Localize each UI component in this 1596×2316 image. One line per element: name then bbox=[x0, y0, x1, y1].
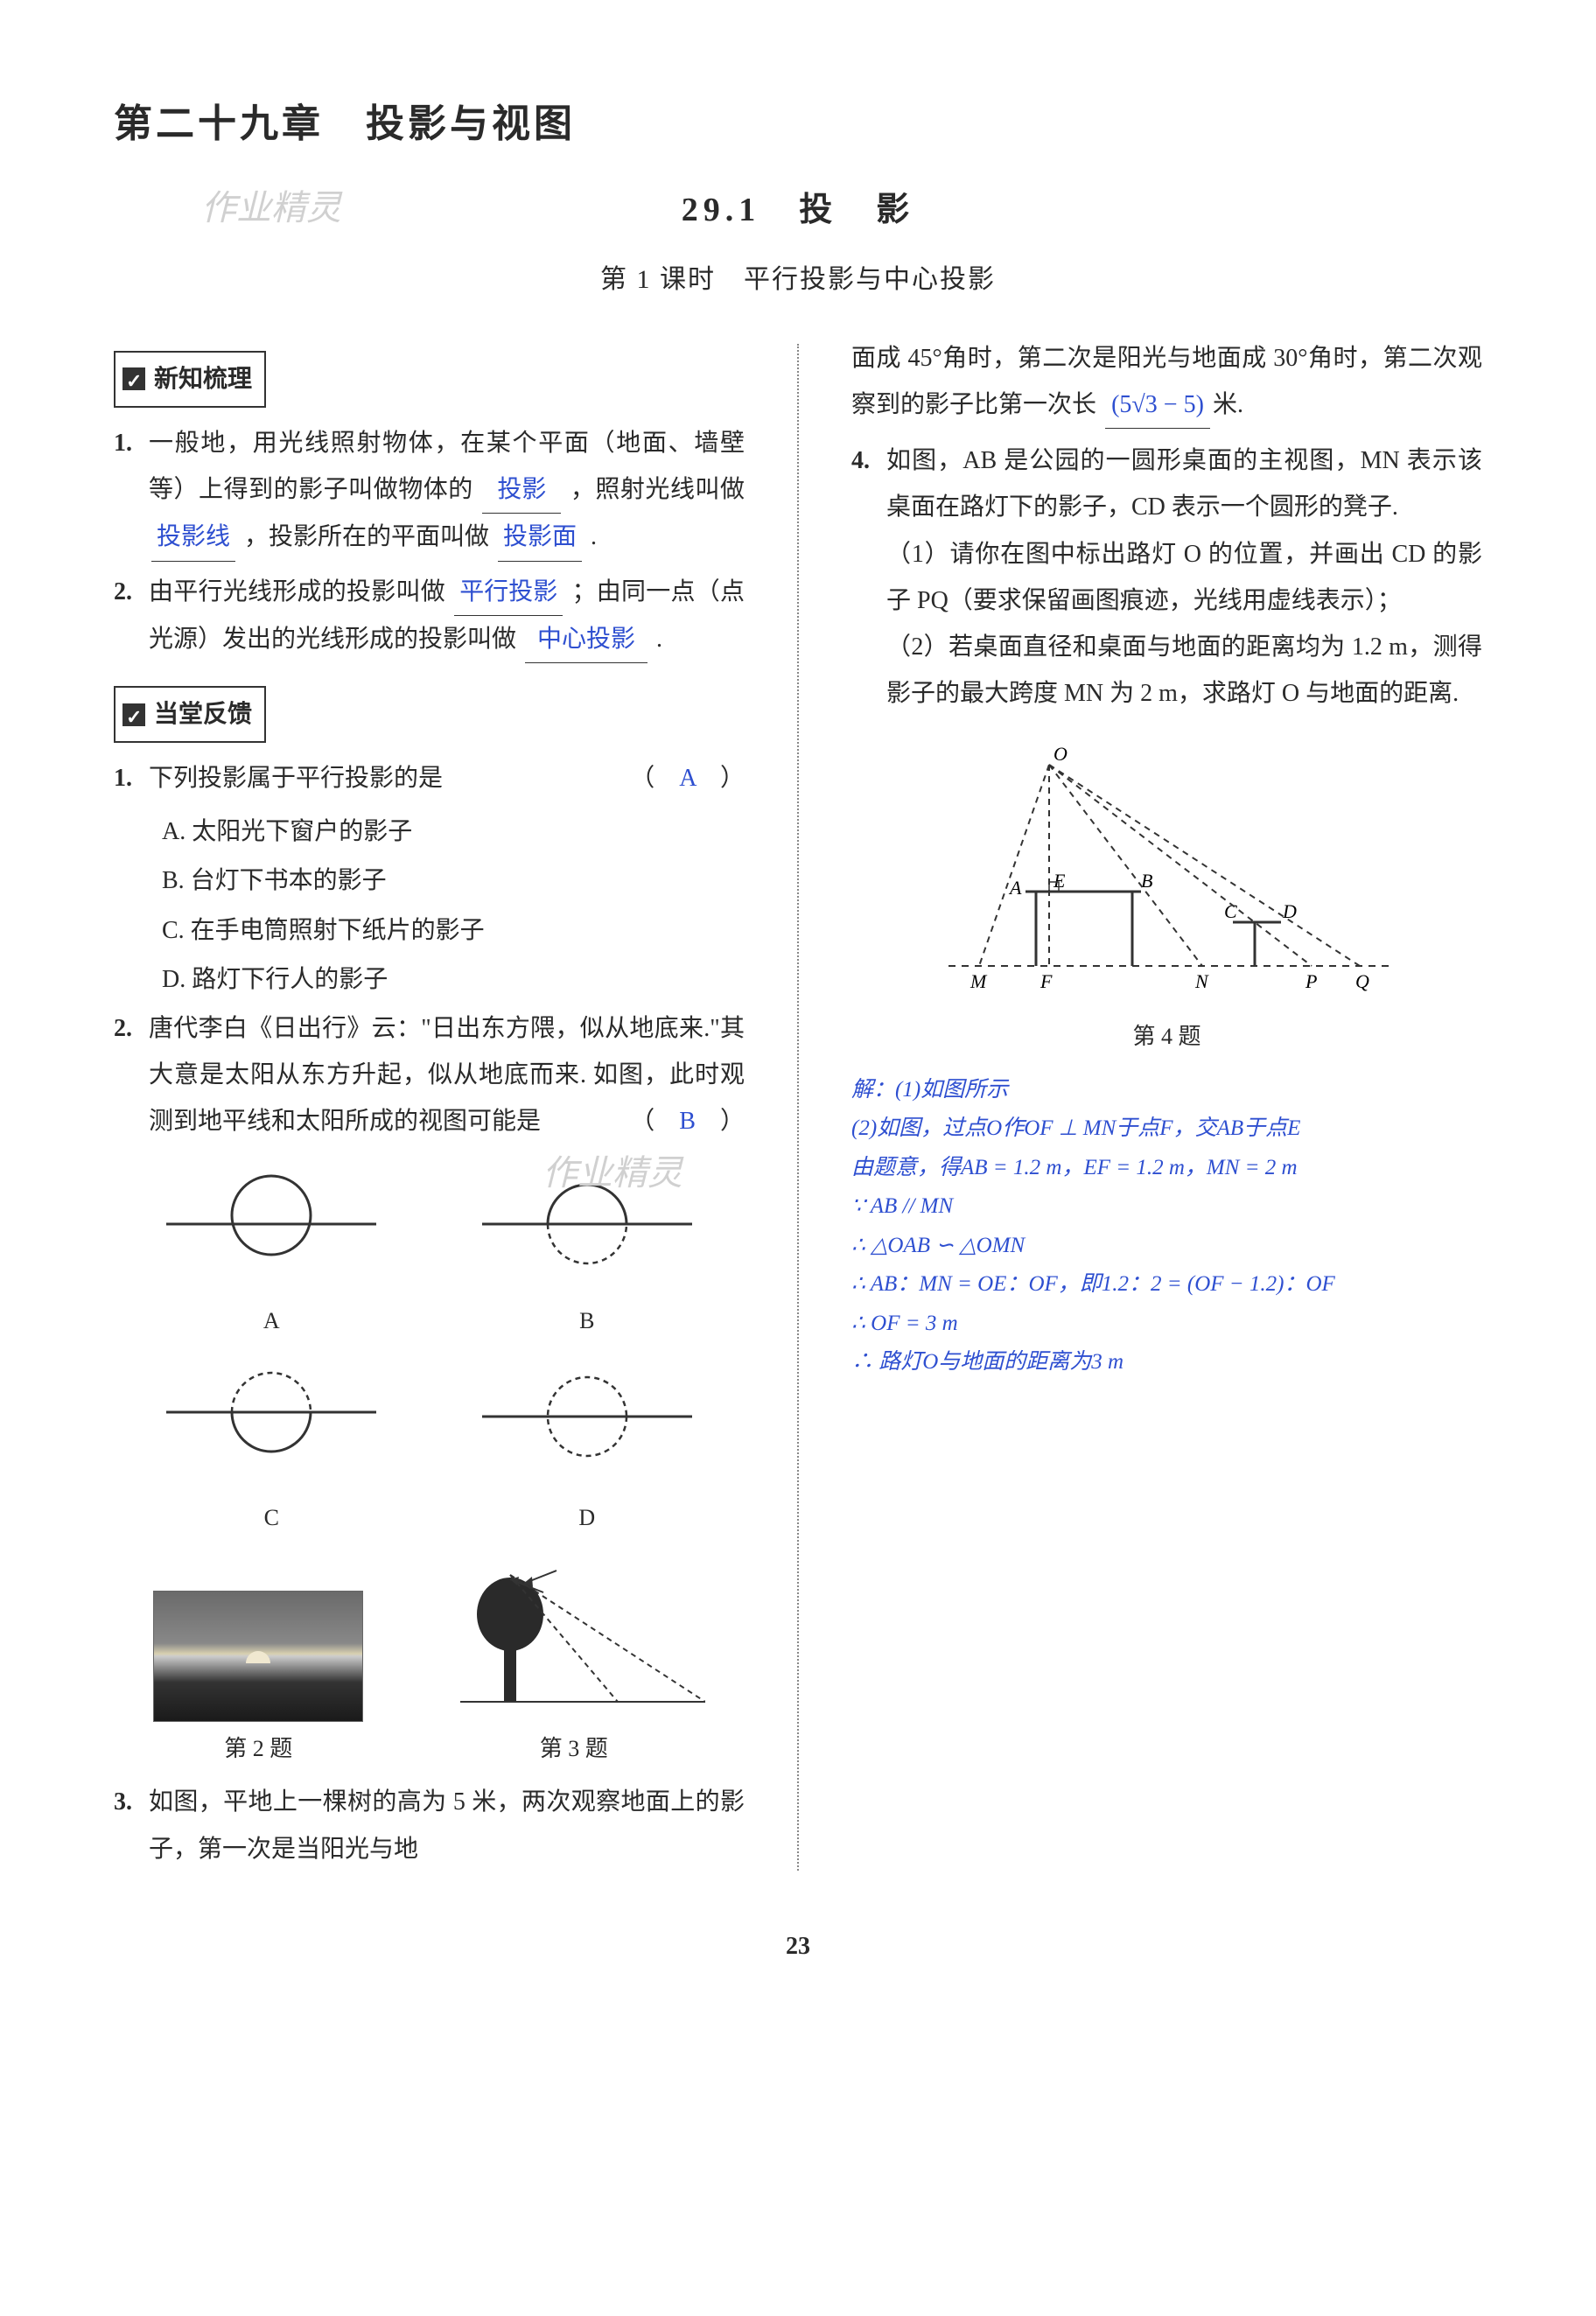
question-3: 3. 如图，平地上一棵树的高为 5 米，两次观察地面上的影子，第一次是当阳光与地 bbox=[114, 1779, 745, 1872]
section-title: 29.1 投 影 bbox=[114, 178, 1482, 241]
two-column-layout: 新知梳理 1. 一般地，用光线照射物体，在某个平面（地面、墙壁等）上得到的影子叫… bbox=[114, 335, 1482, 1879]
diagram-label: C bbox=[140, 1496, 402, 1539]
q4-intro: 如图，AB 是公园的一圆形桌面的主视图，MN 表示该桌面在路灯下的影子，CD 表… bbox=[886, 437, 1482, 530]
photo-row: 第 2 题 第 3 题 bbox=[114, 1557, 745, 1771]
q2-photo: 第 2 题 bbox=[153, 1591, 363, 1770]
q4-part1: （1）请你在图中标出路灯 O 的位置，并画出 CD 的影子 PQ（要求保留画图痕… bbox=[886, 531, 1482, 624]
page-number: 23 bbox=[114, 1923, 1482, 1970]
option-a: A. 太阳光下窗户的影子 bbox=[114, 808, 745, 855]
sun-diagram-d bbox=[473, 1360, 701, 1473]
diagram-option-b: B bbox=[456, 1163, 718, 1343]
solution-line: ∴ 路灯O与地面的距离为3 m bbox=[851, 1344, 1482, 1382]
item-body: 如图，AB 是公园的一圆形桌面的主视图，MN 表示该桌面在路灯下的影子，CD 表… bbox=[886, 437, 1482, 717]
item-body: 下列投影属于平行投影的是 （ A ） bbox=[149, 755, 745, 801]
sun-diagram-a bbox=[158, 1163, 385, 1277]
item-number: 1. bbox=[114, 755, 149, 801]
q3-continuation: 面成 45°角时，第二次是阳光与地面成 30°角时，第二次观察到的影子比第一次长… bbox=[851, 335, 1482, 429]
text: 米. bbox=[1213, 391, 1243, 418]
text: . bbox=[591, 523, 597, 550]
knowledge-item-2: 2. 由平行光线形成的投影叫做 平行投影 ；由同一点（点光源）发出的光线形成的投… bbox=[114, 569, 745, 663]
item-body: 如图，平地上一棵树的高为 5 米，两次观察地面上的影子，第一次是当阳光与地 bbox=[149, 1779, 745, 1872]
knowledge-header-label: 新知梳理 bbox=[154, 356, 252, 402]
diagram-option-d: D bbox=[456, 1360, 718, 1540]
label-A: A bbox=[1008, 877, 1022, 899]
item-number: 2. bbox=[114, 569, 149, 663]
knowledge-header: 新知梳理 bbox=[114, 351, 266, 408]
item-body: 唐代李白《日出行》云："日出东方隈，似从地底来."其大意是太阳从东方升起，似从地… bbox=[149, 1005, 745, 1145]
q4-geometry-diagram: O A B E C D M F N P Q bbox=[922, 738, 1412, 1010]
blank-answer: 投影线 bbox=[151, 514, 235, 561]
figure-caption: 第 3 题 bbox=[443, 1727, 705, 1770]
question-2: 2. 唐代李白《日出行》云："日出东方隈，似从地底来."其大意是太阳从东方升起，… bbox=[114, 1005, 745, 1145]
blank-answer: 投影面 bbox=[498, 514, 582, 561]
right-column: 面成 45°角时，第二次是阳光与地面成 30°角时，第二次观察到的影子比第一次长… bbox=[834, 335, 1482, 1879]
sun-diagram-b bbox=[473, 1163, 701, 1277]
diagram-label: A bbox=[140, 1299, 402, 1342]
diagram-option-a: A bbox=[140, 1163, 402, 1343]
item-number: 1. bbox=[114, 420, 149, 562]
text: 由平行光线形成的投影叫做 bbox=[149, 578, 445, 605]
diagram-option-c: C bbox=[140, 1360, 402, 1540]
mc-answer: A bbox=[679, 765, 696, 792]
solution-line: ∴ △OAB ∽ △OMN bbox=[851, 1228, 1482, 1265]
knowledge-item-1: 1. 一般地，用光线照射物体，在某个平面（地面、墙壁等）上得到的影子叫做物体的 … bbox=[114, 420, 745, 562]
feedback-header-label: 当堂反馈 bbox=[154, 691, 252, 738]
answer-paren: （ B ） bbox=[630, 1098, 745, 1144]
blank-answer: 平行投影 bbox=[454, 569, 563, 616]
blank-answer: 投影 bbox=[482, 466, 561, 514]
solution-line: (2)如图，过点O作OF ⊥ MN于点F，交AB于点E bbox=[851, 1110, 1482, 1148]
sunset-image bbox=[153, 1591, 363, 1722]
item-number: 2. bbox=[114, 1005, 149, 1145]
column-divider bbox=[797, 344, 799, 1871]
item-number: 3. bbox=[114, 1779, 149, 1872]
mc-answer: B bbox=[679, 1108, 696, 1135]
feedback-header: 当堂反馈 bbox=[114, 686, 266, 743]
q2-diagram-row-1: A B bbox=[114, 1163, 745, 1343]
text: ，照射光线叫做 bbox=[570, 476, 745, 503]
text: ，投影所在的平面叫做 bbox=[244, 523, 489, 550]
item-body: 由平行光线形成的投影叫做 平行投影 ；由同一点（点光源）发出的光线形成的投影叫做… bbox=[149, 569, 745, 663]
label-Q: Q bbox=[1355, 970, 1369, 992]
tree-shadow-diagram bbox=[443, 1557, 705, 1706]
item-body: 一般地，用光线照射物体，在某个平面（地面、墙壁等）上得到的影子叫做物体的 投影 … bbox=[149, 420, 745, 562]
label-N: N bbox=[1194, 970, 1209, 992]
label-M: M bbox=[970, 970, 988, 992]
figure-caption: 第 2 题 bbox=[153, 1727, 363, 1770]
q4-part2: （2）若桌面直径和桌面与地面的距离均为 1.2 m，测得影子的最大跨度 MN 为… bbox=[886, 624, 1482, 717]
lesson-title: 第 1 课时 平行投影与中心投影 bbox=[114, 255, 1482, 304]
answer-paren: （ A ） bbox=[630, 755, 745, 801]
label-O: O bbox=[1054, 743, 1068, 765]
chapter-title: 第二十九章 投影与视图 bbox=[114, 87, 1482, 161]
diagram-label: B bbox=[456, 1299, 718, 1342]
label-P: P bbox=[1305, 970, 1317, 992]
option-c: C. 在手电筒照射下纸片的影子 bbox=[114, 907, 745, 954]
figure-caption: 第 4 题 bbox=[851, 1015, 1482, 1058]
sun-diagram-c bbox=[158, 1360, 385, 1473]
blank-answer: 中心投影 bbox=[525, 616, 648, 663]
solution-line: ∵ AB // MN bbox=[851, 1188, 1482, 1226]
solution-line: ∴ AB：MN = OE：OF，即1.2：2 = (OF − 1.2)：OF bbox=[851, 1266, 1482, 1304]
q4-solution: 解：(1)如图所示 (2)如图，过点O作OF ⊥ MN于点F，交AB于点E 由题… bbox=[851, 1072, 1482, 1382]
left-column: 新知梳理 1. 一般地，用光线照射物体，在某个平面（地面、墙壁等）上得到的影子叫… bbox=[114, 335, 762, 1879]
diagram-label: D bbox=[456, 1496, 718, 1539]
solution-line: ∴ OF = 3 m bbox=[851, 1305, 1482, 1343]
item-number: 4. bbox=[851, 437, 886, 717]
q2-diagram-row-2: C D bbox=[114, 1360, 745, 1540]
blank-answer: (5√3 − 5) bbox=[1105, 381, 1210, 429]
check-icon bbox=[122, 703, 145, 726]
label-D: D bbox=[1282, 900, 1297, 922]
option-d: D. 路灯下行人的影子 bbox=[114, 956, 745, 1003]
solution-line: 由题意，得AB = 1.2 m，EF = 1.2 m，MN = 2 m bbox=[851, 1150, 1482, 1187]
option-b: B. 台灯下书本的影子 bbox=[114, 857, 745, 904]
check-icon bbox=[122, 367, 145, 390]
question-1: 1. 下列投影属于平行投影的是 （ A ） bbox=[114, 755, 745, 801]
question-text: 如图，平地上一棵树的高为 5 米，两次观察地面上的影子，第一次是当阳光与地 bbox=[149, 1788, 745, 1862]
text: . bbox=[656, 626, 662, 653]
label-B: B bbox=[1141, 870, 1152, 892]
solution-line: 解：(1)如图所示 bbox=[851, 1072, 1482, 1109]
question-4: 4. 如图，AB 是公园的一圆形桌面的主视图，MN 表示该桌面在路灯下的影子，C… bbox=[851, 437, 1482, 717]
q3-photo: 第 3 题 bbox=[443, 1557, 705, 1771]
question-text: 下列投影属于平行投影的是 bbox=[149, 765, 443, 792]
label-F: F bbox=[1040, 970, 1053, 992]
